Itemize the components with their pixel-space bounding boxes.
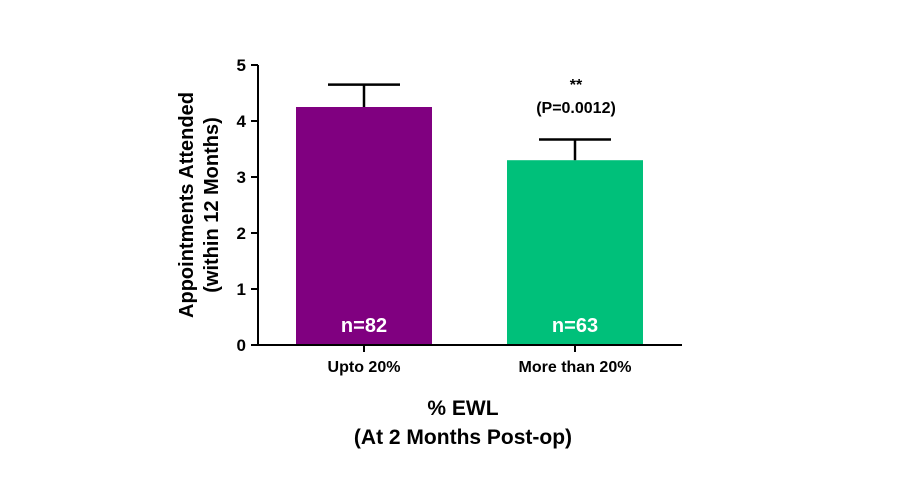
significance-stars: ** <box>570 77 583 94</box>
bar-2 <box>507 160 643 345</box>
y-axis-title-line1: Appointments Attended <box>176 92 198 318</box>
y-tick-label-3: 3 <box>237 168 246 187</box>
x-axis-title-line1: % EWL <box>427 397 498 420</box>
x-axis-title-line2: (At 2 Months Post-op) <box>354 426 572 449</box>
plot-area: n=82 Upto 20% n=63 More than 20% 0 1 2 3 4 5 <box>237 56 682 376</box>
x-tick-label-1: Upto 20% <box>328 359 401 376</box>
bar-label-1: n=82 <box>341 315 387 337</box>
y-tick-label-4: 4 <box>237 112 247 131</box>
y-axis-title: Appointments Attended (within 12 Months) <box>176 92 223 318</box>
bar-1 <box>296 107 432 345</box>
p-value-label: (P=0.0012) <box>536 100 616 117</box>
x-tick-label-2: More than 20% <box>519 359 632 376</box>
bar-label-2: n=63 <box>552 315 598 337</box>
y-tick-label-0: 0 <box>237 336 246 355</box>
y-tick-label-2: 2 <box>237 224 246 243</box>
y-axis-title-line2: (within 12 Months) <box>201 117 223 293</box>
y-tick-label-1: 1 <box>237 280 246 299</box>
y-tick-label-5: 5 <box>237 56 246 75</box>
